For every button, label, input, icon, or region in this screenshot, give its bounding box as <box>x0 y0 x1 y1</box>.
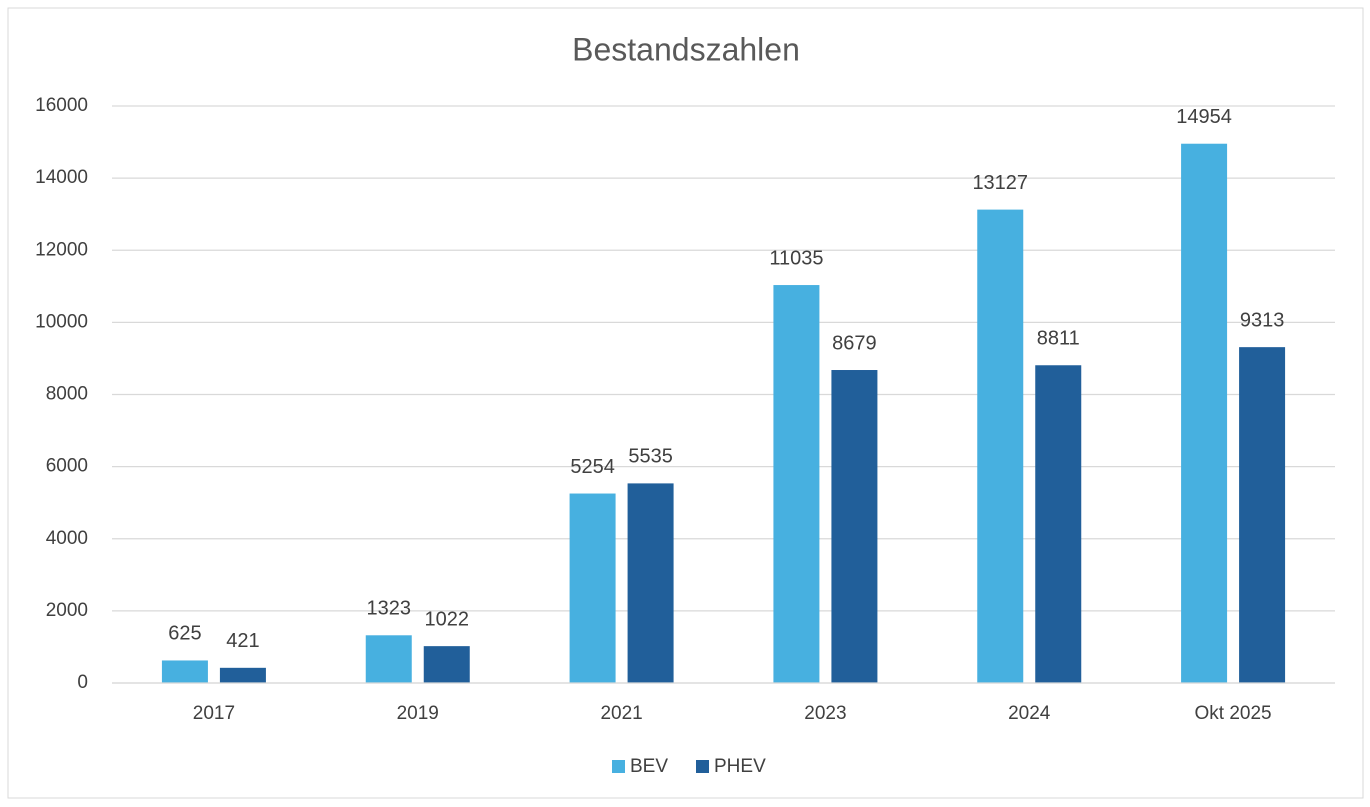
x-tick-label: 2021 <box>600 703 642 724</box>
bar <box>831 370 878 683</box>
y-tick-label: 0 <box>77 672 88 693</box>
bar <box>423 646 470 683</box>
x-tick-label: 2019 <box>397 703 439 724</box>
data-label: 1022 <box>425 608 470 630</box>
y-tick-label: 12000 <box>35 239 88 260</box>
data-label: 5254 <box>570 456 615 478</box>
y-tick-label: 16000 <box>35 95 88 116</box>
y-tick-label: 10000 <box>35 311 88 332</box>
y-tick-label: 4000 <box>46 528 88 549</box>
data-label: 14954 <box>1176 106 1232 128</box>
bar <box>773 285 820 683</box>
chart-title: Bestandszahlen <box>572 31 800 67</box>
y-tick-label: 8000 <box>46 384 88 405</box>
bar <box>977 209 1024 684</box>
data-label: 8679 <box>832 332 877 354</box>
legend-label: PHEV <box>714 756 766 777</box>
x-tick-label: Okt 2025 <box>1195 703 1272 724</box>
x-tick-label: 2017 <box>193 703 235 724</box>
data-label: 625 <box>168 623 201 645</box>
bar <box>1181 143 1228 683</box>
bar <box>365 635 412 683</box>
data-label: 1323 <box>367 598 412 620</box>
legend-swatch <box>612 760 625 773</box>
bar <box>161 660 208 683</box>
x-tick-label: 2024 <box>1008 703 1051 724</box>
data-label: 5535 <box>628 446 673 468</box>
y-tick-label: 2000 <box>46 600 88 621</box>
y-tick-label: 14000 <box>35 167 88 188</box>
bar <box>1035 365 1082 683</box>
data-label: 9313 <box>1240 309 1285 331</box>
data-label: 8811 <box>1037 328 1080 350</box>
bar <box>569 493 616 683</box>
bar <box>219 667 266 683</box>
bar <box>627 483 674 683</box>
chart-border <box>7 7 1364 799</box>
x-tick-label: 2023 <box>804 703 846 724</box>
data-label: 13127 <box>972 172 1028 194</box>
bar <box>1239 347 1286 683</box>
legend-label: BEV <box>630 756 668 777</box>
data-label: 11035 <box>769 247 823 269</box>
y-tick-label: 6000 <box>46 456 88 477</box>
data-label: 421 <box>226 630 259 652</box>
legend-swatch <box>696 760 709 773</box>
